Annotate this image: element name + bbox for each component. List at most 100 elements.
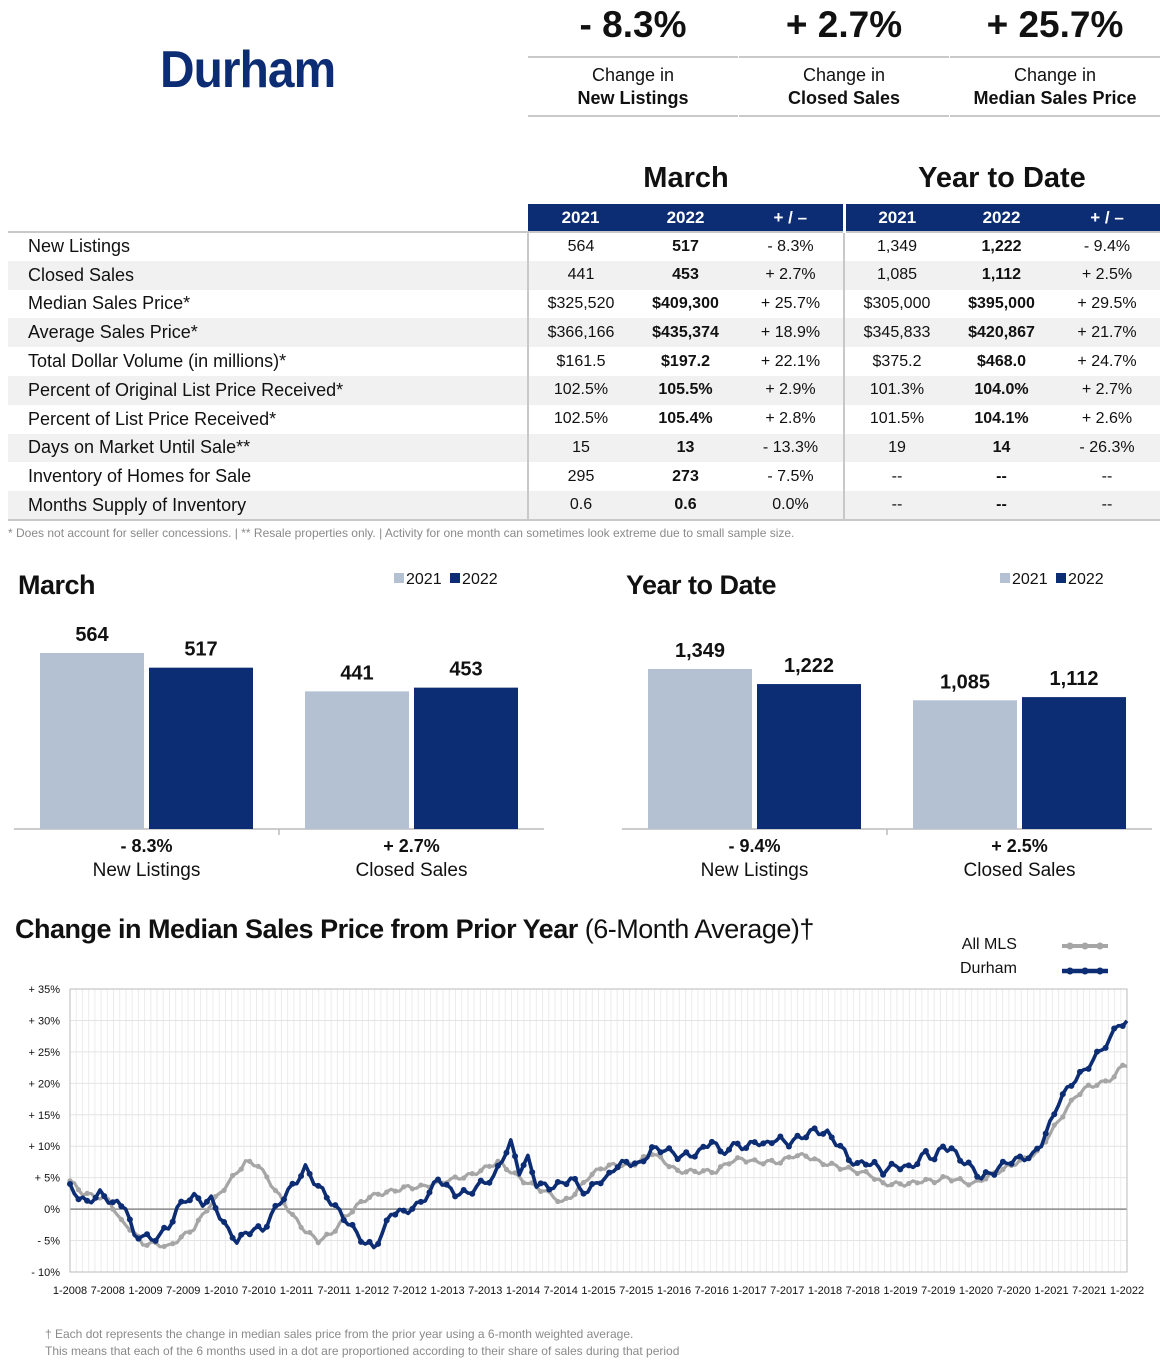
stats-table: 2021 2022 + / – 2021 2022 + / – New List… [8, 204, 1160, 521]
series-point-durham [768, 1140, 775, 1147]
line-chart-title: Change in Median Sales Price from Prior … [15, 914, 814, 945]
table-cell-mchg: 0.0% [738, 491, 844, 521]
footnote-line: † Each dot represents the change in medi… [45, 1327, 634, 1341]
table-cell-mchg: - 7.5% [767, 467, 814, 485]
row-label: Median Sales Price* [28, 293, 191, 314]
series-point-durham [974, 1173, 981, 1180]
table-cell-ychg: + 21.7% [1054, 318, 1160, 348]
series-point-durham [520, 1162, 527, 1169]
table-row: Median Sales Price* $325,520 $409,300 + 25.… [8, 289, 1160, 319]
series-point-durham [486, 1179, 493, 1186]
table-cell-y2022: $468.0 [977, 352, 1026, 370]
series-point-all-mls [914, 1180, 920, 1186]
series-point-all-mls [401, 1184, 407, 1190]
x-tick-label: 7-2014 [544, 1285, 578, 1297]
series-point-all-mls [1051, 1122, 1057, 1128]
legend-marker [1066, 967, 1074, 975]
x-tick-label: 1-2017 [732, 1285, 766, 1297]
series-point-durham [246, 1231, 253, 1238]
bar-group-label: Closed Sales [964, 860, 1076, 881]
table-cell-y2022: 104.0% [949, 375, 1054, 405]
y-tick-label: + 30% [29, 1015, 61, 1027]
series-point-durham [435, 1176, 442, 1183]
series-point-all-mls [486, 1163, 492, 1169]
y-tick-label: - 5% [37, 1236, 60, 1248]
bar-2021 [913, 700, 1017, 829]
legend-label: 2022 [462, 571, 498, 588]
series-point-durham [203, 1198, 210, 1205]
x-tick-label: 7-2013 [468, 1285, 502, 1297]
table-row: Months Supply of Inventory 0.6 0.6 0.0% -- --… [8, 491, 1160, 521]
series-point-durham [409, 1205, 416, 1212]
series-point-durham [357, 1238, 364, 1245]
series-point-all-mls [983, 1176, 989, 1182]
series-point-all-mls [324, 1231, 330, 1237]
table-cell-mchg: + 22.1% [760, 352, 821, 370]
series-point-durham [67, 1180, 73, 1187]
series-point-durham [820, 1130, 827, 1137]
table-row: Total Dollar Volume (in millions)* $161.5… [8, 347, 1160, 376]
table-cell-y2021: 1,349 [843, 231, 949, 261]
table-cell-m2021: 102.5% [527, 375, 633, 405]
kpi-summary: - 8.3% Change in New Listings + 2.7% Cha… [528, 0, 1160, 118]
series-point-all-mls [931, 1180, 938, 1186]
table-cell-m2022: 105.5% [633, 375, 738, 405]
series-point-all-mls [118, 1216, 124, 1223]
table-cell-y2021: 101.5% [843, 404, 949, 434]
table-cell-y2022: -- [996, 467, 1007, 485]
series-point-durham [777, 1133, 784, 1140]
series-point-durham [648, 1144, 655, 1151]
table-cell-m2022: $435,374 [633, 318, 738, 348]
table-cell-m2021: 564 [527, 231, 633, 261]
line-chart-legend: All MLS Durham [960, 936, 1017, 984]
series-point-durham [109, 1199, 116, 1206]
series-point-durham [195, 1195, 202, 1202]
column-header: + / – [1054, 204, 1160, 232]
table-row: Closed Sales 441 453 + 2.7% 1,085 1,112 + 2.5% [8, 260, 1160, 290]
series-point-all-mls [221, 1187, 227, 1193]
series-point-durham [743, 1144, 750, 1151]
series-point-durham [503, 1149, 510, 1156]
legend-item-all-mls: All MLS [960, 936, 1017, 960]
series-point-all-mls [315, 1240, 321, 1246]
table-cell-y2022: $420,867 [949, 318, 1054, 348]
series-point-all-mls [717, 1164, 724, 1170]
series-point-all-mls [837, 1166, 843, 1172]
kpi-label-metric: Closed Sales [787, 88, 901, 108]
series-point-durham [666, 1145, 673, 1152]
series-point-all-mls [255, 1163, 261, 1169]
series-point-durham [1068, 1082, 1075, 1089]
table-cell-m2021: 295 [527, 462, 633, 492]
series-point-all-mls [1068, 1097, 1074, 1103]
series-point-all-mls [812, 1156, 818, 1162]
series-point-all-mls [195, 1217, 201, 1223]
series-point-durham [871, 1158, 878, 1165]
series-point-durham [212, 1204, 219, 1211]
series-point-durham [263, 1223, 270, 1230]
series-point-durham [75, 1196, 82, 1203]
table-cell-m2021: 441 [527, 260, 633, 290]
x-tick-label: 7-2018 [846, 1285, 880, 1297]
line-chart-footnote: † Each dot represents the change in medi… [45, 1326, 679, 1360]
series-point-durham [554, 1179, 561, 1186]
series-point-all-mls [1120, 1062, 1126, 1068]
row-label: Percent of List Price Received* [28, 408, 277, 429]
series-point-durham [340, 1217, 347, 1224]
series-point-durham [1034, 1145, 1041, 1152]
series-point-durham [708, 1138, 715, 1145]
bar-value-label: 564 [75, 624, 109, 646]
series-point-durham [640, 1158, 647, 1165]
row-label: Months Supply of Inventory [8, 491, 528, 521]
series-point-all-mls [897, 1181, 903, 1187]
series-point-durham [691, 1153, 698, 1160]
series-point-durham [392, 1211, 399, 1218]
series-point-durham [443, 1181, 450, 1188]
series-point-durham [614, 1164, 621, 1171]
table-row: New Listings 564 517- 8.3% 1,349 1,222- 9.4% [8, 231, 1160, 261]
bar-chart-legend-ytd: 2021 2022 [996, 571, 1104, 589]
table-cell-mchg: + 2.9% [738, 375, 844, 405]
bar-group-change: - 9.4% [728, 836, 780, 856]
series-point-all-mls [187, 1229, 193, 1235]
series-point-all-mls [598, 1166, 604, 1172]
